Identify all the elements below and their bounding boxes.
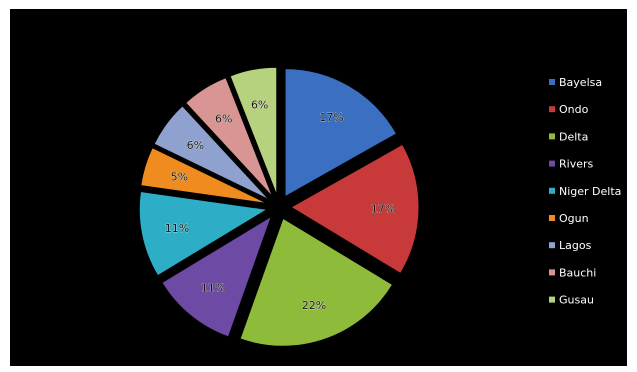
pie-slice-delta	[239, 217, 394, 347]
pie-slice-gusau	[229, 66, 278, 196]
pie-slice-ondo	[290, 143, 420, 275]
pie-slice-lagos	[153, 105, 270, 201]
legend-label-bayelsa: Bayelsa	[559, 76, 602, 89]
legend-label-ogun: Ogun	[559, 212, 589, 225]
legend-swatch-ondo	[549, 106, 555, 113]
pie-slice-labels: 17% 17% 22% 11% 11% 5% 6% 6% 6%	[164, 98, 395, 312]
pie-slice-bayelsa	[284, 68, 398, 198]
legend-label-gusau: Gusau	[559, 294, 594, 307]
legend: Bayelsa Ondo Delta Rivers Niger Delta Ogun Lag…	[549, 76, 621, 307]
legend-label-rivers: Rivers	[559, 158, 593, 171]
legend-label-lagos: Lagos	[559, 239, 592, 252]
pie-slice-bauchi	[184, 76, 274, 198]
legend-label-niger-delta: Niger Delta	[559, 185, 621, 198]
slice-label-ogun: 5%	[171, 171, 188, 184]
legend-swatch-bauchi	[549, 269, 555, 276]
slice-label-rivers: 11%	[201, 282, 225, 295]
legend-swatch-niger-delta	[549, 187, 555, 194]
slice-label-bayelsa: 17%	[319, 111, 343, 124]
slice-label-gusau: 6%	[251, 99, 268, 112]
legend-swatch-gusau	[549, 296, 555, 303]
pie-slice-rivers	[161, 215, 273, 338]
slice-label-delta: 22%	[302, 299, 326, 312]
chart-area: 17% 17% 22% 11% 11% 5% 6% 6% 6% Bayelsa Ondo Delta…	[10, 9, 627, 366]
pie-slices	[138, 66, 420, 347]
slice-label-niger-delta: 11%	[165, 222, 189, 235]
legend-label-delta: Delta	[559, 130, 588, 143]
legend-swatch-bayelsa	[549, 79, 555, 85]
legend-swatch-rivers	[549, 160, 555, 167]
pie-slice-niger-delta	[138, 190, 269, 277]
slice-label-lagos: 6%	[187, 139, 204, 152]
slice-label-bauchi: 6%	[215, 113, 232, 126]
legend-swatch-lagos	[549, 242, 555, 249]
pie-chart: 17% 17% 22% 11% 11% 5% 6% 6% 6% Bayelsa Ondo Delta…	[138, 66, 621, 347]
legend-label-ondo: Ondo	[559, 103, 589, 116]
legend-swatch-ogun	[549, 215, 555, 221]
legend-label-bauchi: Bauchi	[559, 266, 596, 279]
slice-label-ondo: 17%	[371, 203, 395, 216]
pie-slice-ogun	[140, 147, 268, 205]
legend-swatch-delta	[549, 133, 555, 140]
